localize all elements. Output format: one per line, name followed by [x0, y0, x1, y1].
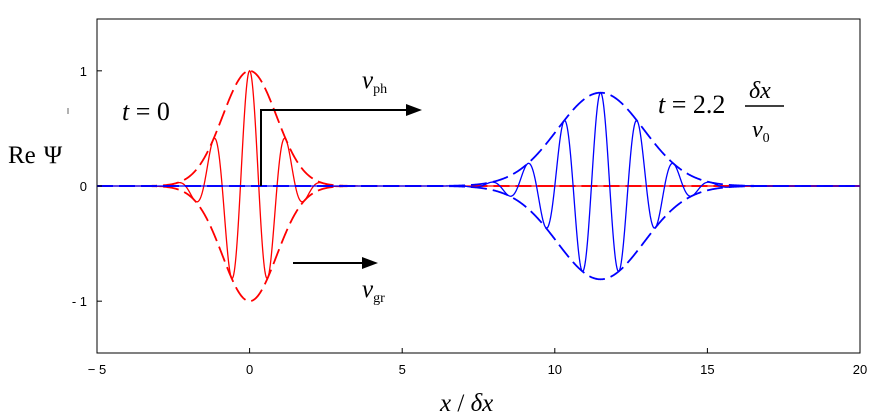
vph-sub: ph	[373, 82, 387, 97]
t2-denominator: v0	[752, 117, 770, 146]
y-tick-label: 0	[80, 179, 87, 194]
y-tick-label: - 1	[72, 294, 87, 309]
series-1-envelope-upper	[97, 69, 860, 187]
vgr-label: vgr	[362, 276, 385, 306]
series-2-wave	[97, 91, 860, 273]
vph-arrowhead	[406, 104, 422, 116]
y-axis-label: Re Ψ	[8, 142, 63, 169]
y-label-symbol: Ψ	[44, 142, 63, 169]
x-tick-label: − 5	[88, 362, 106, 377]
x-label-sep: /	[451, 390, 470, 417]
x-tick-label: 15	[700, 362, 714, 377]
t2-t: t	[658, 90, 666, 119]
vgr-sub: gr	[373, 291, 385, 306]
x-tick-label: 5	[399, 362, 406, 377]
y-label-prefix: Re	[8, 142, 36, 169]
t0-annotation: t = 0	[122, 97, 170, 126]
y-tick-label: 1	[80, 64, 87, 79]
x-label-delta: δx	[471, 390, 494, 417]
t0-t: t	[122, 97, 130, 126]
vgr-v: v	[362, 276, 374, 303]
t0-rest: = 0	[129, 97, 170, 126]
group-velocity-arrow	[293, 257, 378, 269]
series-1-envelope-lower	[97, 185, 860, 303]
vph-label: vph	[362, 67, 387, 97]
x-tick-label: 10	[548, 362, 562, 377]
t2-denominator-sub: 0	[763, 131, 770, 146]
t2-annotation: t = 2.2	[658, 90, 725, 119]
series-3-envelope-upper	[97, 91, 860, 187]
t2-denominator-v: v	[752, 117, 763, 143]
x-axis-label: x / δx	[439, 390, 493, 417]
x-label-main: x	[439, 390, 451, 417]
series-3-envelope-lower	[97, 185, 860, 281]
series-group	[97, 69, 860, 303]
vgr-arrowhead	[362, 257, 378, 269]
vph-v: v	[362, 67, 374, 94]
t2-value: = 2.2	[665, 90, 725, 119]
phase-velocity-arrow	[260, 104, 422, 186]
x-tick-label: 0	[246, 362, 253, 377]
t2-numerator: δx	[749, 78, 771, 104]
series-0-wave	[97, 69, 860, 280]
x-tick-label: 20	[853, 362, 867, 377]
